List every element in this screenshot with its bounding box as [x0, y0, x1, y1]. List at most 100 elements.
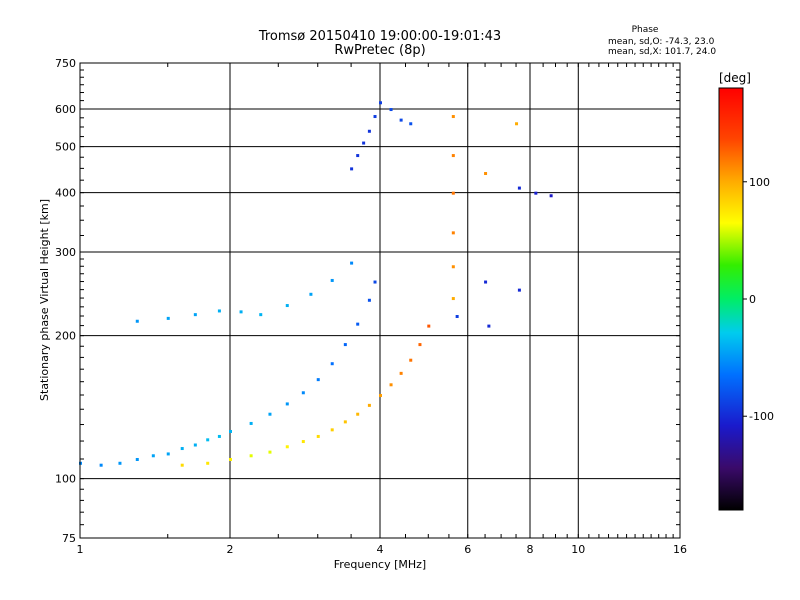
data-point	[285, 402, 289, 406]
data-point	[330, 278, 334, 282]
data-point	[268, 450, 272, 454]
data-point	[217, 309, 221, 313]
phase-mean-o: mean, sd,O: -74.3, 23.0	[608, 37, 715, 47]
x-tick-label: 10	[571, 543, 585, 556]
data-point	[206, 461, 210, 465]
y-tick-label: 100	[55, 473, 76, 486]
data-point	[373, 280, 377, 284]
data-point	[517, 186, 521, 190]
phase-mean-x: mean, sd,X: 101.7, 24.0	[608, 47, 716, 57]
y-tick-label: 300	[55, 246, 76, 259]
data-point	[99, 463, 103, 467]
data-point	[285, 304, 289, 308]
data-point	[451, 297, 455, 301]
data-point	[367, 298, 371, 302]
data-point	[343, 343, 347, 347]
data-point	[166, 452, 170, 456]
axes: 1 2 4 6 8 10 16 75 100 200 300 400 500 600 750	[55, 57, 687, 556]
data-point	[343, 420, 347, 424]
colorbar-tick-label: 0	[749, 293, 756, 306]
data-point	[389, 108, 393, 112]
colorbar	[718, 87, 744, 511]
data-point	[379, 394, 382, 398]
data-point	[515, 122, 519, 126]
data-point	[249, 421, 253, 425]
colorbar-ticks: 100 0 -100	[743, 176, 774, 423]
data-point	[330, 428, 334, 432]
data-point	[301, 440, 305, 444]
data-point	[409, 122, 413, 126]
data-point	[487, 324, 491, 328]
colorbar-tick-label: 100	[749, 176, 770, 189]
data-point	[330, 362, 334, 366]
data-point	[229, 429, 232, 433]
data-point	[484, 280, 488, 284]
y-tick-label: 200	[55, 330, 76, 343]
data-point	[166, 316, 170, 320]
data-points	[79, 101, 553, 467]
data-point	[399, 118, 403, 122]
data-point	[268, 412, 272, 416]
x-axis-label: Frequency [MHz]	[334, 558, 426, 571]
data-point	[379, 101, 382, 105]
data-point	[455, 315, 459, 319]
chart-title: Tromsø 20150410 19:00:00-19:01:43	[258, 29, 501, 44]
data-point	[135, 319, 139, 323]
data-point	[362, 141, 366, 145]
data-point	[367, 129, 371, 133]
data-point	[180, 447, 184, 451]
data-point	[373, 115, 377, 119]
y-tick-label: 400	[55, 187, 76, 200]
data-point	[151, 454, 155, 458]
grid-lines	[80, 63, 680, 538]
data-point	[451, 115, 455, 119]
data-point	[316, 378, 320, 382]
chart-subtitle: RwPretec (8p)	[334, 43, 425, 58]
data-point	[534, 191, 538, 195]
data-point	[399, 371, 403, 375]
data-point	[451, 191, 455, 195]
data-point	[193, 313, 197, 317]
data-point	[229, 457, 232, 461]
data-point	[389, 383, 393, 387]
colorbar-label: [deg]	[719, 71, 751, 85]
x-tick-label: 16	[673, 543, 687, 556]
data-point	[316, 434, 320, 438]
x-tick-label: 6	[464, 543, 471, 556]
data-point	[135, 457, 139, 461]
x-tick-label: 4	[377, 543, 384, 556]
data-point	[418, 343, 422, 347]
data-point	[309, 292, 313, 296]
data-point	[356, 322, 360, 326]
data-point	[217, 434, 221, 438]
data-point	[451, 231, 455, 235]
data-point	[409, 358, 413, 362]
data-point	[193, 443, 197, 447]
colorbar-tick-label: -100	[749, 410, 774, 423]
data-point	[285, 445, 289, 449]
x-tick-label: 1	[77, 543, 84, 556]
y-axis-label: Stationary phase Virtual Height [km]	[38, 199, 51, 401]
data-point	[350, 167, 354, 171]
y-tick-label: 750	[55, 57, 76, 70]
data-point	[549, 194, 553, 198]
y-tick-label: 600	[55, 103, 76, 116]
data-point	[249, 454, 253, 458]
data-point	[367, 403, 371, 407]
data-point	[259, 313, 263, 317]
data-point	[356, 412, 360, 416]
x-tick-label: 2	[227, 543, 234, 556]
data-point	[356, 154, 360, 158]
data-point	[484, 172, 488, 176]
y-tick-label: 500	[55, 141, 76, 154]
x-tick-label: 8	[527, 543, 534, 556]
data-point	[517, 288, 521, 292]
data-point	[301, 391, 305, 395]
data-point	[206, 438, 210, 442]
data-point	[451, 265, 455, 269]
y-tick-label: 75	[62, 532, 76, 545]
data-point	[350, 261, 354, 265]
phase-heading: Phase	[632, 25, 659, 35]
data-point	[427, 324, 431, 328]
